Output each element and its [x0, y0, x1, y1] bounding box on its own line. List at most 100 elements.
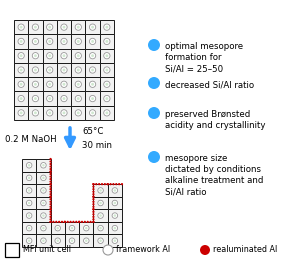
Bar — [93, 235, 108, 247]
Circle shape — [50, 218, 52, 220]
Circle shape — [98, 188, 103, 193]
Circle shape — [114, 240, 116, 242]
Circle shape — [50, 208, 52, 210]
Bar — [108, 184, 122, 197]
Bar — [43, 63, 57, 77]
Bar — [71, 34, 85, 48]
Circle shape — [34, 83, 37, 86]
Bar — [108, 209, 122, 222]
Circle shape — [50, 188, 52, 190]
Circle shape — [92, 221, 95, 223]
Circle shape — [32, 67, 39, 73]
Circle shape — [92, 208, 95, 210]
Bar — [36, 159, 50, 171]
Circle shape — [42, 240, 45, 242]
Bar — [65, 235, 79, 247]
Circle shape — [42, 214, 45, 217]
Bar — [28, 48, 43, 63]
Circle shape — [28, 240, 31, 242]
Circle shape — [50, 216, 52, 218]
Bar — [100, 91, 114, 106]
Circle shape — [61, 52, 67, 59]
Circle shape — [34, 111, 37, 114]
Circle shape — [50, 211, 52, 213]
Circle shape — [56, 240, 59, 242]
Circle shape — [52, 221, 55, 223]
Circle shape — [104, 67, 110, 73]
Circle shape — [112, 238, 117, 244]
Circle shape — [18, 52, 24, 59]
Circle shape — [28, 176, 31, 179]
Circle shape — [18, 110, 24, 116]
Circle shape — [91, 97, 94, 100]
Circle shape — [26, 162, 32, 168]
Circle shape — [50, 168, 52, 170]
Circle shape — [26, 213, 32, 218]
Bar — [36, 222, 50, 235]
Circle shape — [50, 196, 52, 198]
Circle shape — [89, 95, 96, 102]
Bar — [22, 197, 36, 209]
Bar — [14, 77, 28, 91]
Bar — [93, 222, 108, 235]
Circle shape — [69, 238, 75, 244]
Circle shape — [42, 176, 45, 179]
Circle shape — [56, 227, 59, 229]
Circle shape — [47, 67, 53, 73]
Circle shape — [104, 183, 106, 185]
Circle shape — [50, 165, 52, 168]
Bar — [5, 243, 19, 257]
Bar — [71, 106, 85, 120]
Circle shape — [63, 54, 66, 57]
Circle shape — [104, 24, 110, 30]
Bar — [36, 197, 50, 209]
Bar — [22, 209, 36, 222]
Bar — [14, 91, 28, 106]
Circle shape — [50, 183, 52, 185]
Text: optimal mesopore
formation for
Si/Al = 25–50: optimal mesopore formation for Si/Al = 2… — [165, 42, 243, 73]
Circle shape — [92, 221, 95, 223]
Circle shape — [18, 81, 24, 87]
Circle shape — [20, 54, 23, 57]
Circle shape — [55, 238, 60, 244]
Circle shape — [75, 95, 82, 102]
Circle shape — [77, 40, 80, 43]
Circle shape — [89, 38, 96, 45]
Circle shape — [112, 188, 117, 193]
Circle shape — [41, 175, 46, 181]
Bar — [85, 63, 100, 77]
Circle shape — [85, 227, 88, 229]
Bar — [65, 222, 79, 235]
Bar — [71, 20, 85, 34]
Text: framework Al: framework Al — [116, 245, 170, 254]
Circle shape — [34, 69, 37, 72]
Circle shape — [18, 67, 24, 73]
Bar — [22, 171, 36, 184]
Circle shape — [55, 221, 57, 223]
Circle shape — [50, 196, 52, 198]
Bar — [28, 91, 43, 106]
Circle shape — [91, 111, 94, 114]
Circle shape — [63, 111, 66, 114]
Bar — [93, 197, 108, 209]
Circle shape — [18, 95, 24, 102]
Circle shape — [48, 83, 51, 86]
Circle shape — [20, 97, 23, 100]
Circle shape — [114, 227, 116, 229]
Circle shape — [50, 198, 52, 200]
Circle shape — [18, 38, 24, 45]
Bar — [43, 20, 57, 34]
Circle shape — [78, 221, 80, 223]
Circle shape — [121, 183, 123, 185]
Circle shape — [64, 221, 66, 223]
Bar — [79, 235, 93, 247]
Circle shape — [75, 38, 82, 45]
Circle shape — [61, 81, 67, 87]
Circle shape — [20, 40, 23, 43]
Bar — [79, 222, 93, 235]
Circle shape — [89, 52, 96, 59]
Circle shape — [41, 188, 46, 193]
Circle shape — [34, 97, 37, 100]
Circle shape — [42, 164, 45, 166]
Circle shape — [48, 26, 51, 29]
